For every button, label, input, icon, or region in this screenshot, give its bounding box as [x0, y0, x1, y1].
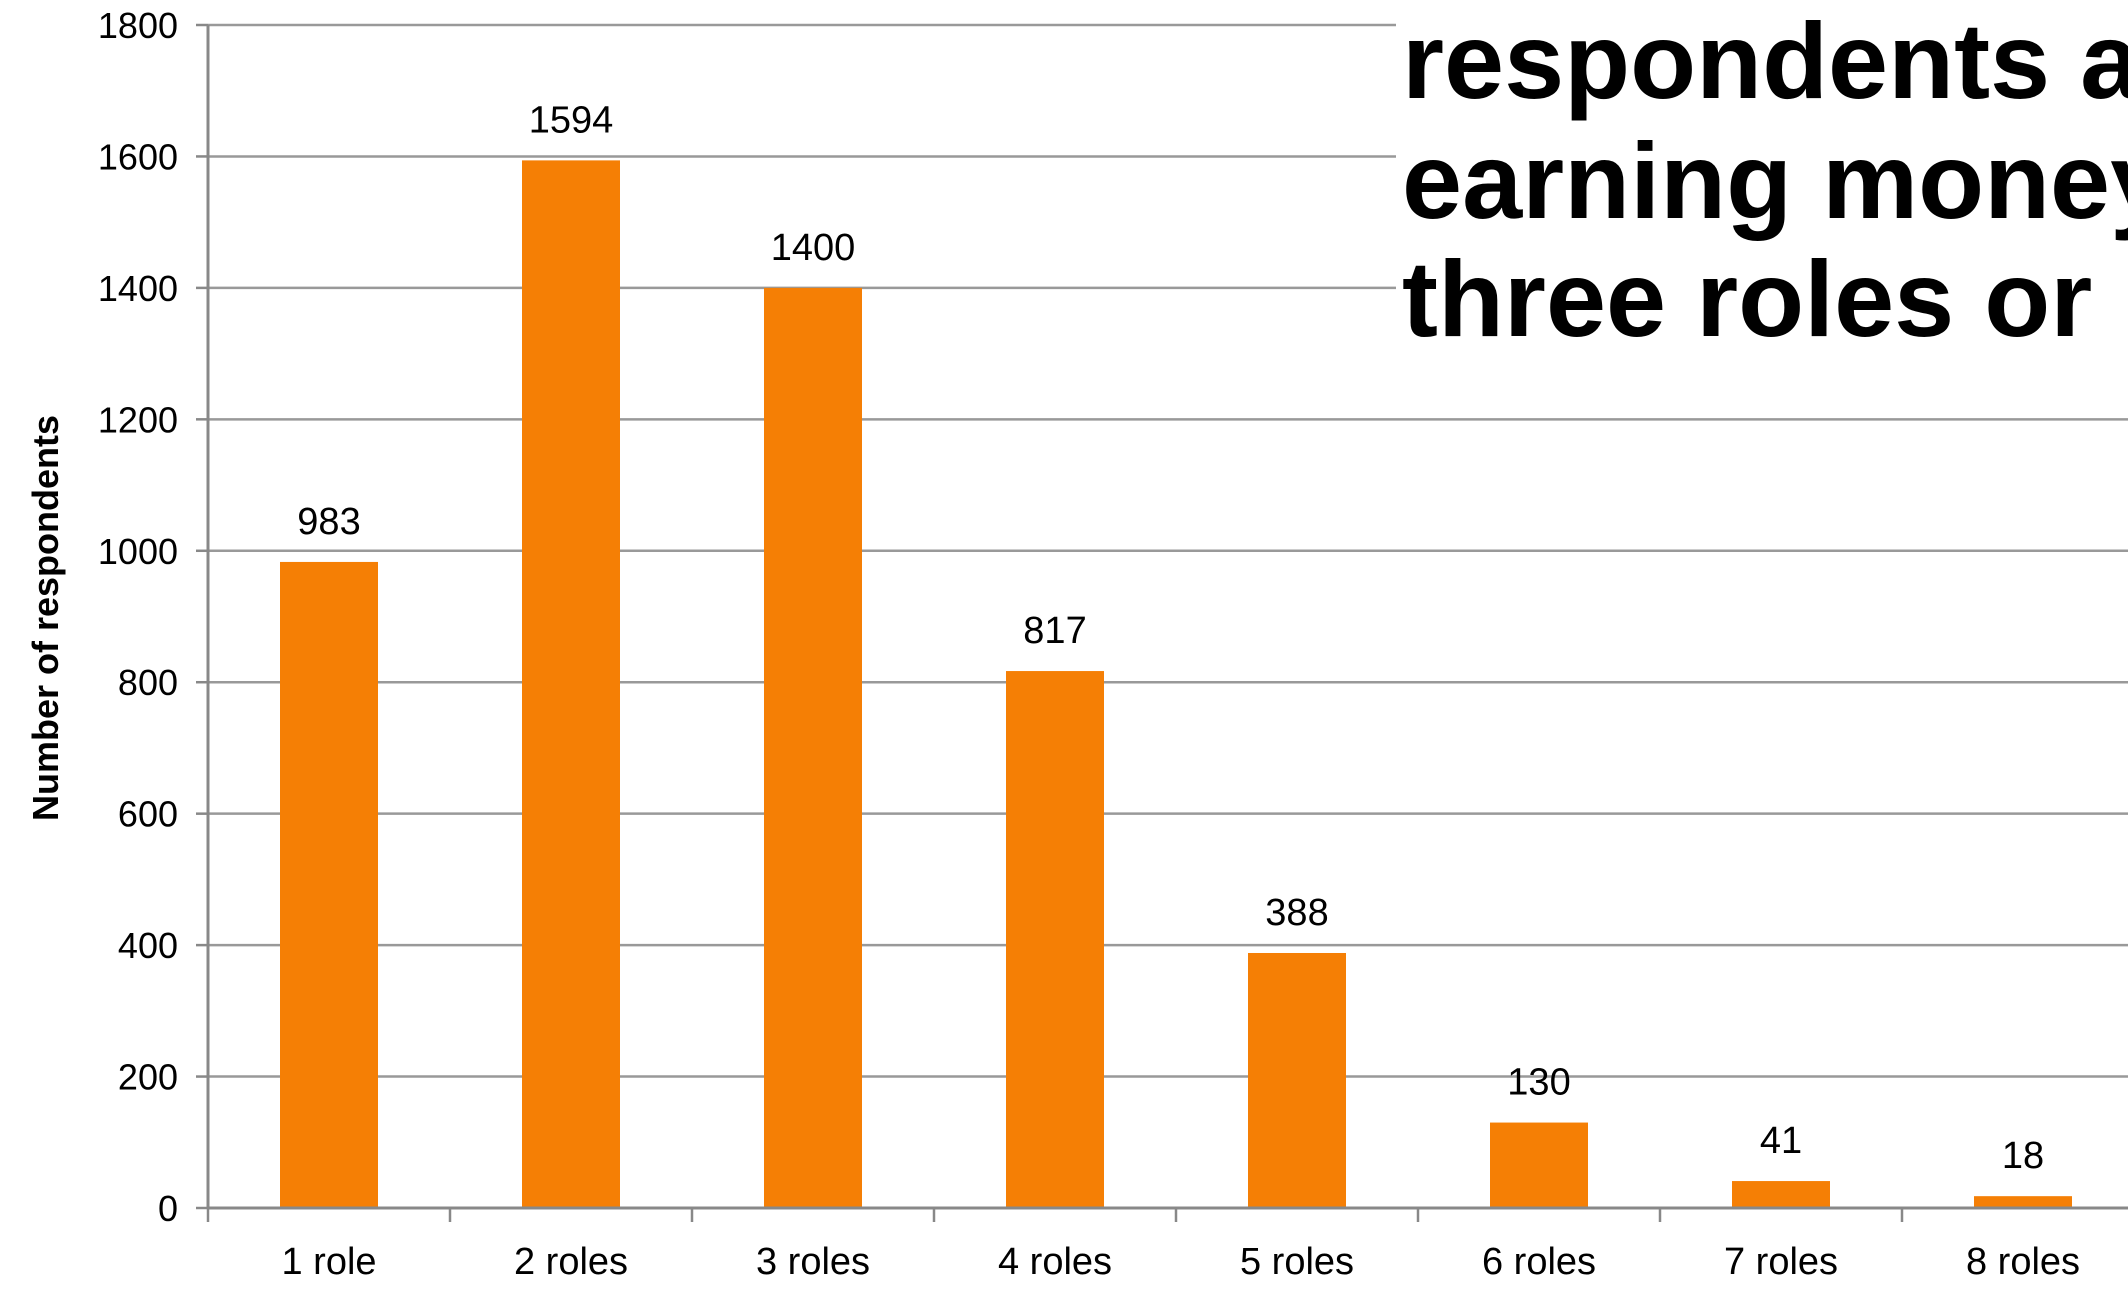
- axes: [196, 23, 2128, 1222]
- data-label: 1400: [771, 227, 856, 269]
- y-tick-label: 1600: [98, 136, 178, 177]
- data-label: 18: [2002, 1135, 2044, 1177]
- data-label: 817: [1023, 610, 1086, 652]
- data-label: 983: [297, 501, 360, 543]
- title-line-3: three roles or m: [1402, 238, 2128, 359]
- bar: [1732, 1181, 1830, 1208]
- data-label: 1594: [529, 99, 614, 141]
- y-axis-title: Number of respondents: [25, 415, 66, 821]
- x-category-label: 8 roles: [1966, 1241, 2080, 1283]
- y-tick-label: 200: [118, 1057, 178, 1098]
- x-category-label: 5 roles: [1240, 1241, 1354, 1283]
- y-tick-label: 1200: [98, 399, 178, 440]
- bar: [280, 561, 378, 1208]
- y-tick-label: 600: [118, 794, 178, 835]
- x-category-label: 4 roles: [998, 1241, 1112, 1283]
- x-category-label: 7 roles: [1724, 1241, 1838, 1283]
- title-line-2: earning money: [1402, 120, 2128, 241]
- x-category-label: 2 roles: [514, 1241, 628, 1283]
- y-tick-label: 1400: [98, 268, 178, 309]
- x-category-label: 3 roles: [756, 1241, 870, 1283]
- bar: [522, 160, 620, 1208]
- title-line-1: respondents ar: [1402, 0, 2128, 121]
- labels: 0 200 400 600 800 1000 1200 1400 1600 1800 983 1 ro…: [98, 5, 2080, 1283]
- x-category-label: 6 roles: [1482, 1241, 1596, 1283]
- bars: [280, 160, 2072, 1208]
- data-label: 388: [1265, 892, 1328, 934]
- y-tick-label: 0: [158, 1188, 178, 1229]
- bar: [1974, 1196, 2072, 1208]
- title-backdrop: [1396, 0, 2128, 418]
- data-label: 130: [1507, 1062, 1570, 1104]
- y-tick-label: 800: [118, 662, 178, 703]
- y-tick-label: 1000: [98, 531, 178, 572]
- y-tick-label: 1800: [98, 5, 178, 46]
- data-label: 41: [1760, 1120, 1802, 1162]
- chart-title: respondents ar earning money three roles…: [1402, 0, 2128, 359]
- bar: [1006, 671, 1104, 1208]
- bar: [764, 287, 862, 1208]
- x-category-label: 1 role: [281, 1241, 376, 1283]
- bar: [1248, 952, 1346, 1208]
- y-tick-label: 400: [118, 925, 178, 966]
- bar: [1490, 1122, 1588, 1208]
